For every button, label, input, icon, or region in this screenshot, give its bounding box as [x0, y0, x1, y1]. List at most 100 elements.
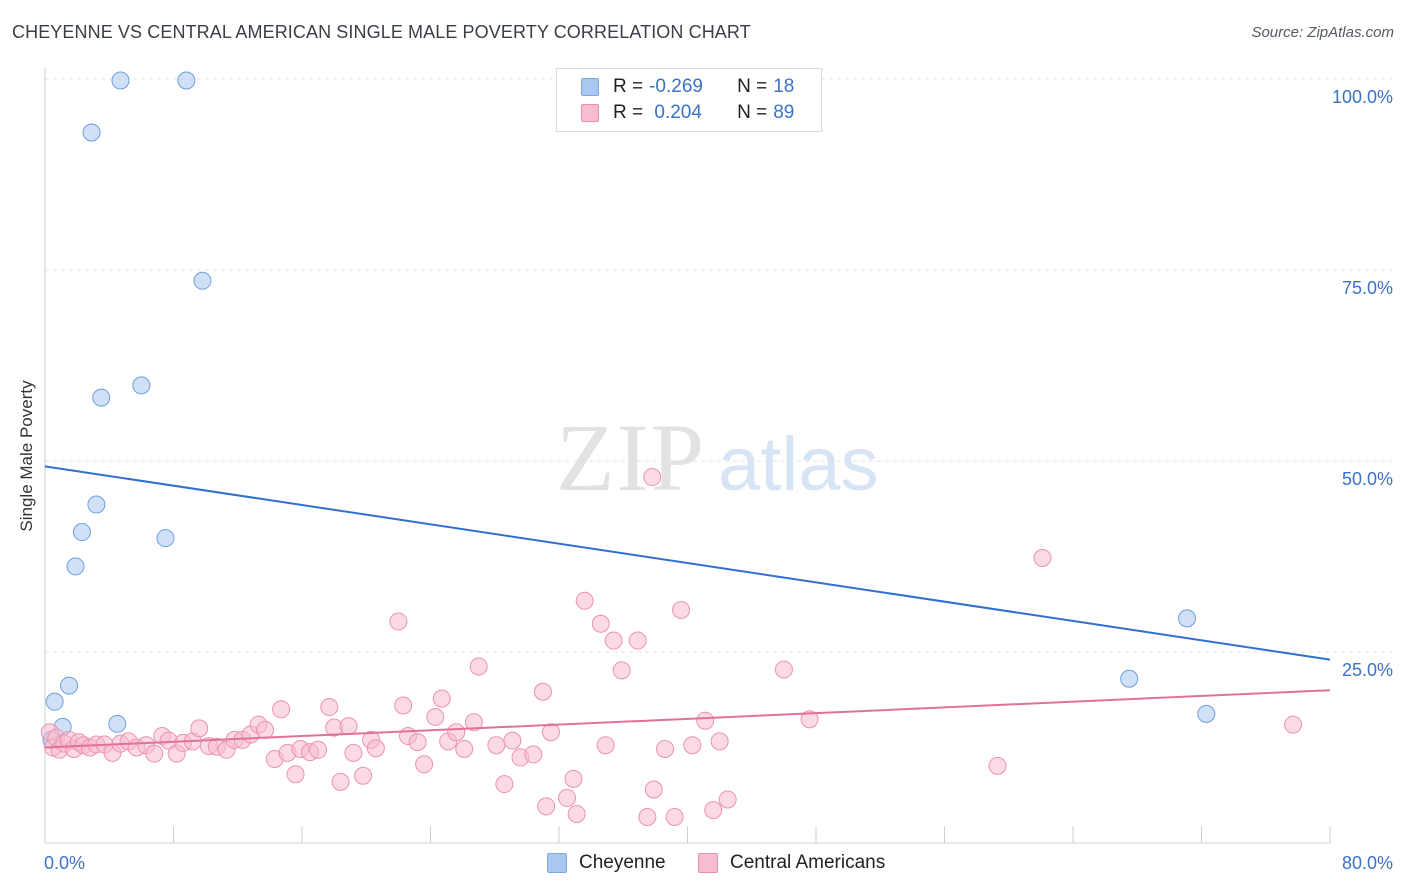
- x-tick-label-max: 80.0%: [1342, 853, 1393, 873]
- point-central-americans-35: [286, 765, 305, 784]
- point-central-americans-72: [596, 736, 615, 755]
- point-central-americans-33: [272, 700, 291, 719]
- legend-swatch-cheyenne: [581, 78, 599, 96]
- point-central-americans-74: [612, 661, 631, 680]
- legend-swatch-central-americans: [581, 104, 599, 122]
- point-cheyenne-12: [156, 529, 175, 548]
- point-central-americans-85: [710, 732, 729, 751]
- point-cheyenne-17: [1197, 704, 1216, 723]
- point-central-americans-64: [533, 682, 552, 701]
- point-central-americans-38: [309, 740, 328, 759]
- point-central-americans-80: [665, 808, 684, 827]
- point-central-americans-56: [455, 740, 474, 759]
- point-central-americans-46: [366, 739, 385, 758]
- legend-n-value: 89: [773, 102, 795, 123]
- point-central-americans-50: [408, 733, 427, 752]
- point-central-americans-88: [800, 710, 819, 729]
- point-central-americans-63: [524, 745, 543, 764]
- grid-lines: [45, 78, 1392, 653]
- point-central-americans-78: [644, 780, 663, 799]
- point-central-americans-44: [354, 766, 373, 785]
- point-central-americans-91: [1284, 715, 1303, 734]
- point-central-americans-17: [145, 744, 164, 763]
- point-central-americans-52: [426, 707, 445, 726]
- point-cheyenne-15: [1120, 669, 1139, 688]
- point-cheyenne-14: [193, 271, 212, 290]
- point-central-americans-84: [704, 801, 723, 820]
- point-central-americans-77: [643, 468, 662, 487]
- point-central-americans-31: [256, 720, 275, 739]
- legend-row-central-americans: R = 0.204 N = 89: [581, 100, 794, 126]
- point-central-americans-48: [394, 696, 413, 715]
- data-points: [40, 71, 1303, 827]
- point-central-americans-81: [672, 600, 691, 619]
- y-tick-label-100: 100.0%: [1332, 87, 1393, 107]
- point-central-americans-68: [564, 769, 583, 788]
- legend-item-cheyenne[interactable]: Cheyenne: [547, 852, 666, 874]
- point-central-americans-90: [1033, 549, 1052, 568]
- point-cheyenne-16: [1178, 609, 1197, 628]
- axes: [44, 68, 1331, 844]
- point-cheyenne-10: [111, 71, 130, 90]
- point-central-americans-87: [774, 660, 793, 679]
- point-central-americans-43: [344, 743, 363, 762]
- point-central-americans-86: [718, 790, 737, 809]
- point-central-americans-58: [469, 657, 488, 676]
- point-central-americans-65: [537, 797, 556, 816]
- legend-item-central-americans[interactable]: Central Americans: [698, 852, 885, 874]
- legend-n-label: N =: [737, 102, 768, 123]
- y-axis-label: Single Male Poverty: [17, 380, 36, 532]
- legend-r-label: R =: [613, 102, 644, 123]
- point-cheyenne-1: [45, 692, 64, 711]
- legend-label-central-americans: Central Americans: [730, 852, 886, 873]
- legend-label-cheyenne: Cheyenne: [579, 852, 666, 873]
- correlation-legend: R = -0.269 N = 18 R = 0.204 N = 89: [556, 68, 822, 132]
- legend-row-cheyenne: R = -0.269 N = 18: [581, 74, 794, 100]
- source-label: Source: ZipAtlas.com: [1251, 24, 1394, 41]
- watermark: ZIP atlas: [556, 404, 879, 511]
- y-tick-label-50: 50.0%: [1342, 469, 1393, 489]
- legend-swatch-cheyenne: [547, 853, 567, 873]
- point-central-americans-47: [389, 612, 408, 631]
- chart-title: CHEYENNE VS CENTRAL AMERICAN SINGLE MALE…: [12, 22, 751, 42]
- legend-n-value: 18: [773, 76, 795, 97]
- point-cheyenne-9: [108, 714, 127, 733]
- point-cheyenne-7: [87, 495, 106, 514]
- point-central-americans-55: [447, 723, 466, 742]
- point-central-americans-83: [696, 711, 715, 730]
- point-central-americans-76: [638, 808, 657, 827]
- series-legend: Cheyenne Central Americans: [0, 852, 1406, 878]
- point-central-americans-67: [558, 788, 577, 807]
- point-central-americans-69: [567, 804, 586, 823]
- watermark-atlas: atlas: [718, 422, 879, 507]
- point-central-americans-73: [604, 631, 623, 650]
- point-central-americans-89: [988, 756, 1007, 775]
- point-central-americans-71: [591, 614, 610, 633]
- point-central-americans-60: [495, 775, 514, 794]
- point-cheyenne-3: [60, 676, 79, 695]
- point-central-americans-23: [190, 719, 209, 738]
- point-cheyenne-4: [66, 557, 85, 576]
- point-central-americans-42: [339, 717, 358, 736]
- point-central-americans-53: [432, 689, 451, 708]
- point-central-americans-51: [415, 755, 434, 774]
- point-central-americans-41: [331, 772, 350, 791]
- point-central-americans-59: [487, 736, 506, 755]
- y-tick-label-25: 25.0%: [1342, 660, 1393, 680]
- point-central-americans-57: [464, 713, 483, 732]
- point-central-americans-79: [656, 740, 675, 759]
- trend-line-central-americans: [44, 689, 1331, 749]
- legend-n-label: N =: [737, 76, 768, 97]
- legend-r-label: R =: [613, 76, 644, 97]
- point-cheyenne-6: [82, 123, 101, 142]
- point-central-americans-61: [503, 731, 522, 750]
- point-central-americans-39: [320, 698, 339, 717]
- trend-line-cheyenne: [44, 465, 1331, 661]
- point-central-americans-66: [541, 723, 560, 742]
- point-cheyenne-13: [177, 71, 196, 90]
- point-central-americans-75: [628, 631, 647, 650]
- x-tick-label-min: 0.0%: [44, 853, 85, 873]
- point-central-americans-82: [683, 736, 702, 755]
- point-cheyenne-8: [92, 388, 111, 407]
